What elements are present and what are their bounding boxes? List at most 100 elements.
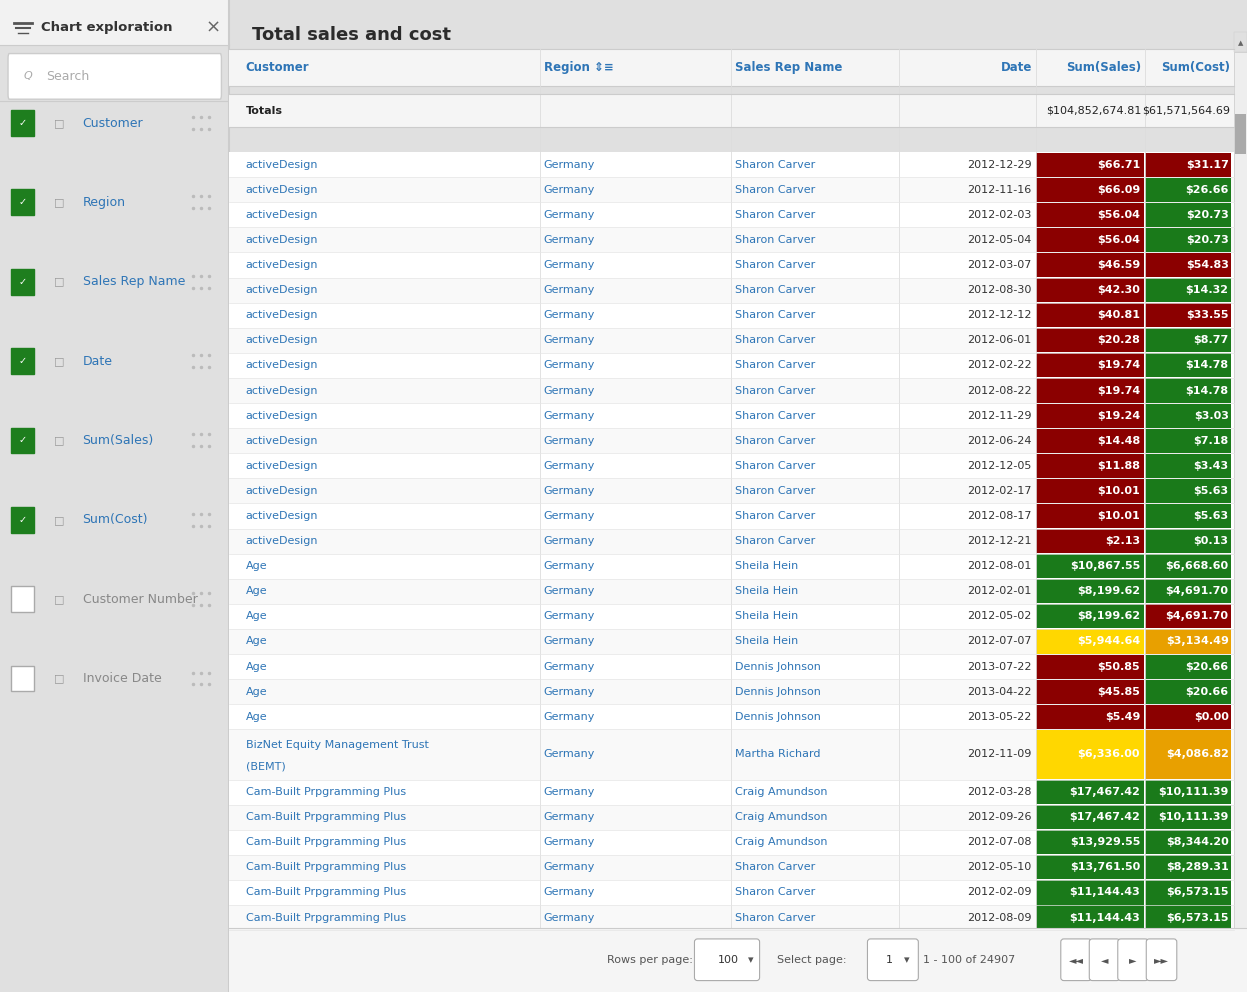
Text: Craig Amundson: Craig Amundson bbox=[736, 812, 828, 822]
Text: $10.01: $10.01 bbox=[1097, 511, 1140, 521]
Bar bbox=[1145, 178, 1231, 201]
Bar bbox=[1036, 555, 1145, 578]
Text: Germany: Germany bbox=[544, 210, 595, 220]
Bar bbox=[229, 49, 1233, 86]
Text: □: □ bbox=[55, 594, 65, 604]
Text: 2012-05-02: 2012-05-02 bbox=[966, 611, 1031, 621]
Text: Germany: Germany bbox=[544, 712, 595, 722]
Bar bbox=[1145, 453, 1231, 478]
Bar bbox=[1145, 579, 1231, 603]
Bar bbox=[229, 152, 1233, 178]
Text: Germany: Germany bbox=[544, 662, 595, 672]
Text: Sharon Carver: Sharon Carver bbox=[736, 160, 816, 170]
Text: 2012-12-05: 2012-12-05 bbox=[966, 461, 1031, 471]
Text: Sum(Cost): Sum(Cost) bbox=[82, 513, 148, 527]
Text: $54.83: $54.83 bbox=[1186, 260, 1228, 270]
Text: $8,344.20: $8,344.20 bbox=[1166, 837, 1228, 847]
Text: 2012-08-30: 2012-08-30 bbox=[966, 285, 1031, 295]
FancyBboxPatch shape bbox=[11, 348, 35, 374]
Text: $19.74: $19.74 bbox=[1097, 386, 1140, 396]
Bar bbox=[1145, 830, 1231, 854]
Text: Sharon Carver: Sharon Carver bbox=[736, 461, 816, 471]
Text: Cam-Built Prpgramming Plus: Cam-Built Prpgramming Plus bbox=[246, 812, 405, 822]
Bar bbox=[1036, 202, 1145, 227]
Bar bbox=[229, 629, 1233, 654]
Text: activeDesign: activeDesign bbox=[246, 310, 318, 320]
Text: □: □ bbox=[55, 118, 65, 128]
Text: Dennis Johnson: Dennis Johnson bbox=[736, 712, 821, 722]
Bar bbox=[229, 278, 1233, 303]
Text: activeDesign: activeDesign bbox=[246, 160, 318, 170]
Text: $4,086.82: $4,086.82 bbox=[1166, 749, 1228, 760]
Text: activeDesign: activeDesign bbox=[246, 185, 318, 194]
Bar bbox=[1145, 604, 1231, 628]
Bar bbox=[1036, 278, 1145, 303]
FancyBboxPatch shape bbox=[11, 269, 35, 295]
Text: $0.13: $0.13 bbox=[1193, 536, 1228, 546]
Text: Germany: Germany bbox=[544, 561, 595, 571]
Bar bbox=[1235, 114, 1246, 154]
Text: Sharon Carver: Sharon Carver bbox=[736, 862, 816, 872]
Text: Germany: Germany bbox=[544, 611, 595, 621]
Text: Sheila Hein: Sheila Hein bbox=[736, 561, 798, 571]
Text: $14.48: $14.48 bbox=[1097, 435, 1140, 445]
FancyBboxPatch shape bbox=[11, 507, 35, 533]
Bar bbox=[229, 453, 1233, 478]
Text: $10,111.39: $10,111.39 bbox=[1158, 812, 1228, 822]
Text: Germany: Germany bbox=[544, 486, 595, 496]
Bar bbox=[0, 0, 229, 45]
Text: □: □ bbox=[55, 435, 65, 445]
FancyBboxPatch shape bbox=[1117, 938, 1148, 980]
Text: Sheila Hein: Sheila Hein bbox=[736, 611, 798, 621]
Bar bbox=[1036, 328, 1145, 352]
Text: $20.66: $20.66 bbox=[1186, 662, 1228, 672]
Text: $11,144.43: $11,144.43 bbox=[1070, 888, 1140, 898]
Text: Total sales and cost: Total sales and cost bbox=[252, 26, 451, 44]
Bar bbox=[1036, 806, 1145, 829]
Bar bbox=[1145, 353, 1231, 377]
Bar bbox=[1036, 906, 1145, 930]
Text: Germany: Germany bbox=[544, 285, 595, 295]
Text: $2.13: $2.13 bbox=[1105, 536, 1140, 546]
Text: 2012-02-03: 2012-02-03 bbox=[966, 210, 1031, 220]
Text: $6,573.15: $6,573.15 bbox=[1166, 888, 1228, 898]
Text: activeDesign: activeDesign bbox=[246, 210, 318, 220]
Text: $10,111.39: $10,111.39 bbox=[1158, 787, 1228, 797]
Text: ✓: ✓ bbox=[19, 515, 27, 525]
Text: 2013-04-22: 2013-04-22 bbox=[966, 686, 1031, 696]
Bar bbox=[229, 529, 1233, 554]
Bar bbox=[229, 429, 1233, 453]
FancyBboxPatch shape bbox=[11, 428, 35, 453]
Bar bbox=[229, 178, 1233, 202]
Bar bbox=[1036, 429, 1145, 452]
Bar bbox=[1036, 504, 1145, 528]
Text: 2013-05-22: 2013-05-22 bbox=[966, 712, 1031, 722]
Text: Customer: Customer bbox=[246, 61, 309, 74]
Text: Sales Rep Name: Sales Rep Name bbox=[82, 275, 185, 289]
Text: Select page:: Select page: bbox=[777, 954, 847, 965]
Text: $31.17: $31.17 bbox=[1186, 160, 1228, 170]
Text: Germany: Germany bbox=[544, 335, 595, 345]
Bar bbox=[1036, 880, 1145, 905]
Bar bbox=[1233, 32, 1247, 52]
Text: 2013-07-22: 2013-07-22 bbox=[966, 662, 1031, 672]
Bar bbox=[1036, 780, 1145, 805]
FancyBboxPatch shape bbox=[1090, 938, 1120, 980]
Text: □: □ bbox=[55, 356, 65, 366]
Bar bbox=[1145, 429, 1231, 452]
Text: $45.85: $45.85 bbox=[1097, 686, 1140, 696]
Bar bbox=[229, 303, 1233, 327]
Text: activeDesign: activeDesign bbox=[246, 360, 318, 370]
Bar bbox=[1036, 353, 1145, 377]
Text: ▲: ▲ bbox=[1238, 40, 1243, 46]
Text: Age: Age bbox=[246, 586, 267, 596]
Bar bbox=[229, 554, 1233, 578]
Text: Germany: Germany bbox=[544, 862, 595, 872]
Bar bbox=[1145, 730, 1231, 779]
Text: Dennis Johnson: Dennis Johnson bbox=[736, 686, 821, 696]
Text: Sales Rep Name: Sales Rep Name bbox=[736, 61, 843, 74]
Text: $66.09: $66.09 bbox=[1097, 185, 1140, 194]
Text: Age: Age bbox=[246, 712, 267, 722]
Bar bbox=[1036, 253, 1145, 277]
Text: 2012-09-26: 2012-09-26 bbox=[966, 812, 1031, 822]
